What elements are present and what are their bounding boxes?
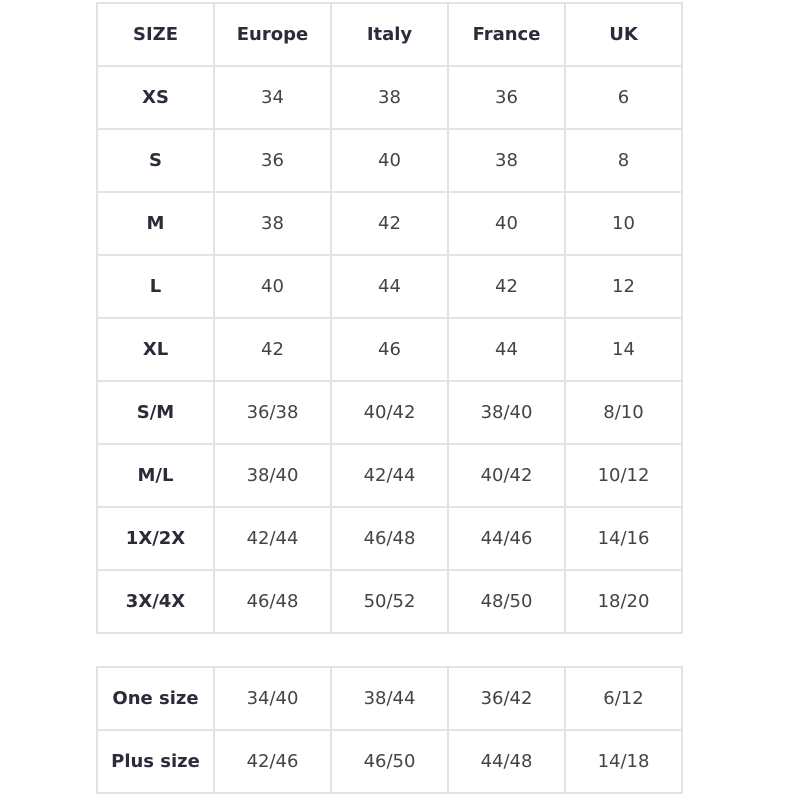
table-cell: 14/18 xyxy=(564,729,683,794)
size-label: One size xyxy=(96,666,215,731)
table-cell: 40 xyxy=(213,254,332,319)
table-cell: 38 xyxy=(213,191,332,256)
table-row: M 38 42 40 10 xyxy=(96,191,683,256)
table-row: L 40 44 42 12 xyxy=(96,254,683,319)
table-cell: 42 xyxy=(330,191,449,256)
table-cell: 34 xyxy=(213,65,332,130)
table-row: Plus size 42/46 46/50 44/48 14/18 xyxy=(96,729,683,794)
table-cell: 42 xyxy=(213,317,332,382)
table-row: S/M 36/38 40/42 38/40 8/10 xyxy=(96,380,683,445)
table-row: XL 42 46 44 14 xyxy=(96,317,683,382)
table-cell: 14 xyxy=(564,317,683,382)
table-cell: 46/48 xyxy=(213,569,332,634)
table-cell: 8 xyxy=(564,128,683,193)
column-header: Europe xyxy=(213,2,332,67)
table-cell: 38 xyxy=(447,128,566,193)
table-cell: 8/10 xyxy=(564,380,683,445)
table-cell: 46/48 xyxy=(330,506,449,571)
size-label: S/M xyxy=(96,380,215,445)
table-cell: 36/42 xyxy=(447,666,566,731)
table-cell: 40 xyxy=(330,128,449,193)
table-cell: 38/44 xyxy=(330,666,449,731)
table-cell: 10 xyxy=(564,191,683,256)
column-header: SIZE xyxy=(96,2,215,67)
table-cell: 38 xyxy=(330,65,449,130)
table-cell: 36 xyxy=(447,65,566,130)
size-label: S xyxy=(96,128,215,193)
table-cell: 36/38 xyxy=(213,380,332,445)
table-cell: 48/50 xyxy=(447,569,566,634)
column-header: Italy xyxy=(330,2,449,67)
size-label: M/L xyxy=(96,443,215,508)
table-cell: 44/46 xyxy=(447,506,566,571)
table-cell: 46 xyxy=(330,317,449,382)
column-header: France xyxy=(447,2,566,67)
size-label: 3X/4X xyxy=(96,569,215,634)
table-cell: 38/40 xyxy=(447,380,566,445)
table-cell: 40 xyxy=(447,191,566,256)
header-row: SIZE Europe Italy France UK xyxy=(96,2,683,67)
special-size-table: One size 34/40 38/44 36/42 6/12 Plus size 42/4… xyxy=(96,666,683,794)
size-label: XS xyxy=(96,65,215,130)
size-label: L xyxy=(96,254,215,319)
table-cell: 38/40 xyxy=(213,443,332,508)
table-cell: 6 xyxy=(564,65,683,130)
column-header: UK xyxy=(564,2,683,67)
table-row: 1X/2X 42/44 46/48 44/46 14/16 xyxy=(96,506,683,571)
table-cell: 6/12 xyxy=(564,666,683,731)
table-cell: 42/44 xyxy=(330,443,449,508)
table-row: One size 34/40 38/44 36/42 6/12 xyxy=(96,666,683,731)
table-cell: 40/42 xyxy=(330,380,449,445)
table-row: 3X/4X 46/48 50/52 48/50 18/20 xyxy=(96,569,683,634)
table-cell: 10/12 xyxy=(564,443,683,508)
table-cell: 42/44 xyxy=(213,506,332,571)
table-cell: 34/40 xyxy=(213,666,332,731)
table-cell: 14/16 xyxy=(564,506,683,571)
table-row: S 36 40 38 8 xyxy=(96,128,683,193)
table-cell: 42 xyxy=(447,254,566,319)
table-cell: 42/46 xyxy=(213,729,332,794)
table-cell: 40/42 xyxy=(447,443,566,508)
size-chart-table: SIZE Europe Italy France UK XS 34 38 36 6 S 36 40 38 8… xyxy=(96,2,683,634)
size-label: Plus size xyxy=(96,729,215,794)
size-label: M xyxy=(96,191,215,256)
table-cell: 44/48 xyxy=(447,729,566,794)
table-cell: 44 xyxy=(330,254,449,319)
table-row: M/L 38/40 42/44 40/42 10/12 xyxy=(96,443,683,508)
table-cell: 44 xyxy=(447,317,566,382)
size-label: XL xyxy=(96,317,215,382)
size-label: 1X/2X xyxy=(96,506,215,571)
table-cell: 50/52 xyxy=(330,569,449,634)
table-row: XS 34 38 36 6 xyxy=(96,65,683,130)
table-cell: 36 xyxy=(213,128,332,193)
table-cell: 18/20 xyxy=(564,569,683,634)
table-cell: 46/50 xyxy=(330,729,449,794)
table-cell: 12 xyxy=(564,254,683,319)
